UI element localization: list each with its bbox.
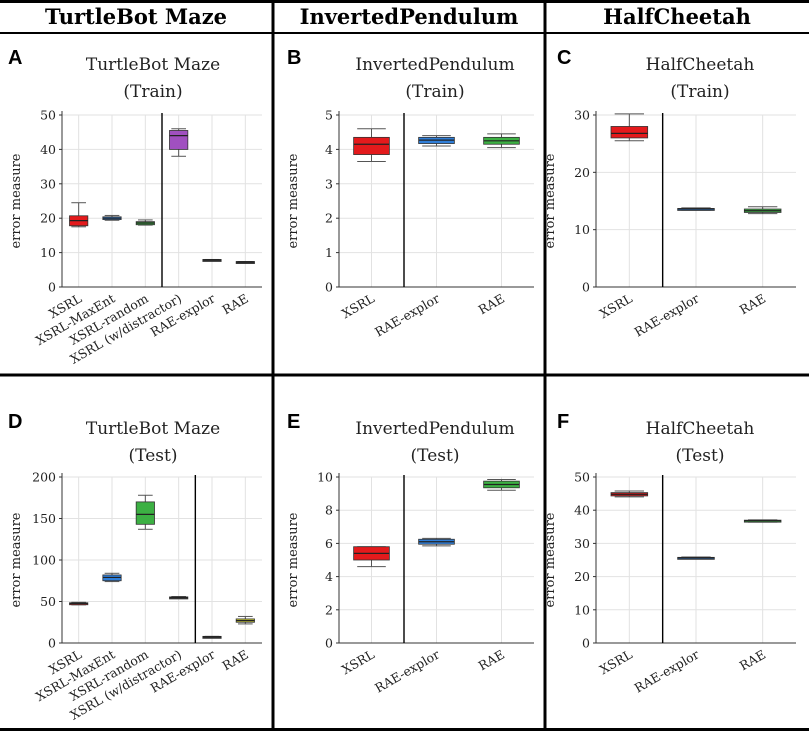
y-tick-label: 10	[574, 602, 590, 617]
y-axis-title: error measure	[286, 153, 301, 248]
y-tick-label: 2	[325, 602, 333, 617]
y-tick-label: 0	[582, 280, 590, 295]
panel-title-line: InvertedPendulum	[355, 55, 514, 75]
y-tick-label: 1	[325, 245, 333, 260]
box-iqr	[353, 136, 390, 155]
panel-title-line: (Test)	[129, 446, 178, 466]
y-tick-label: 20	[40, 211, 56, 226]
y-tick-label: 20	[574, 569, 590, 584]
y-axis-title: error measure	[9, 153, 24, 248]
box-xsrl	[610, 113, 649, 142]
y-tick-label: 5	[325, 108, 333, 123]
panel-label: C	[557, 47, 571, 69]
panel-title-line: (Test)	[676, 446, 725, 466]
box-iqr	[610, 126, 649, 139]
box-xsrl-maxent	[102, 214, 122, 221]
column-header-invertedpendulum: InvertedPendulum	[300, 4, 519, 29]
box-rae-explor	[202, 258, 222, 262]
y-tick-label: 10	[574, 222, 590, 237]
column-header-turtlebot: TurtleBot Maze	[45, 4, 227, 29]
panel-title-line: TurtleBot Maze	[86, 419, 220, 439]
panel-title-line: (Test)	[411, 446, 460, 466]
panel-label: B	[287, 47, 301, 69]
box-rae	[483, 133, 520, 149]
y-tick-label: 30	[574, 536, 590, 551]
panel-title-line: HalfCheetah	[646, 55, 755, 75]
y-tick-label: 50	[40, 594, 56, 609]
y-tick-label: 10	[317, 470, 333, 485]
panel-label: A	[8, 47, 22, 69]
panel-title-line: (Train)	[123, 82, 182, 102]
y-tick-label: 50	[40, 108, 56, 123]
panel-label: E	[287, 411, 300, 433]
y-tick-label: 100	[32, 553, 56, 568]
box-iqr	[135, 501, 155, 525]
y-tick-label: 0	[48, 280, 56, 295]
y-tick-label: 30	[574, 108, 590, 123]
y-tick-label: 40	[40, 142, 56, 157]
box-rae	[235, 615, 255, 625]
y-tick-label: 40	[574, 503, 590, 518]
column-header-halfcheetah: HalfCheetah	[603, 4, 751, 29]
y-tick-label: 50	[574, 470, 590, 485]
panel-title-line: (Train)	[670, 82, 729, 102]
box-rae-explor	[418, 135, 455, 147]
y-tick-label: 3	[325, 176, 333, 191]
y-tick-label: 200	[32, 470, 56, 485]
box-rae	[743, 519, 782, 523]
box-rae-explor	[677, 556, 715, 560]
box-xsrl-maxent	[102, 572, 122, 583]
box-xsrl-w-distractor	[169, 596, 189, 600]
y-tick-label: 4	[325, 569, 333, 584]
y-axis-title: error measure	[286, 512, 301, 607]
y-tick-label: 0	[325, 636, 333, 651]
y-tick-label: 20	[574, 165, 590, 180]
y-tick-label: 30	[40, 176, 56, 191]
y-tick-label: 150	[32, 511, 56, 526]
box-xsrl-random	[135, 219, 155, 226]
panel-title-line: (Train)	[405, 82, 464, 102]
y-axis-title: error measure	[9, 512, 24, 607]
y-tick-label: 0	[48, 636, 56, 651]
y-tick-label: 0	[325, 280, 333, 295]
y-tick-label: 10	[40, 245, 56, 260]
y-tick-label: 0	[582, 636, 590, 651]
y-tick-label: 6	[325, 536, 333, 551]
box-rae	[743, 206, 782, 215]
y-axis-title: error measure	[543, 153, 558, 248]
y-tick-label: 2	[325, 211, 333, 226]
box-rae	[483, 478, 520, 491]
box-xsrl	[610, 490, 649, 498]
box-xsrl	[353, 546, 390, 568]
box-rae-explor	[677, 207, 715, 211]
y-axis-title: error measure	[543, 512, 558, 607]
box-rae	[235, 261, 255, 264]
box-xsrl	[69, 601, 89, 606]
box-xsrl-random	[135, 494, 155, 530]
panel-label: F	[557, 411, 569, 433]
panel-title-line: TurtleBot Maze	[86, 55, 220, 75]
panel-label: D	[8, 411, 22, 433]
y-tick-label: 4	[325, 142, 333, 157]
box-xsrl-w-distractor	[169, 128, 189, 157]
panel-title-line: InvertedPendulum	[355, 419, 514, 439]
y-tick-label: 8	[325, 503, 333, 518]
box-iqr	[169, 130, 189, 150]
box-xsrl	[353, 128, 390, 162]
box-rae-explor	[202, 635, 222, 639]
panel-title-line: HalfCheetah	[646, 419, 755, 439]
box-xsrl	[69, 202, 89, 228]
box-rae-explor	[418, 537, 455, 547]
